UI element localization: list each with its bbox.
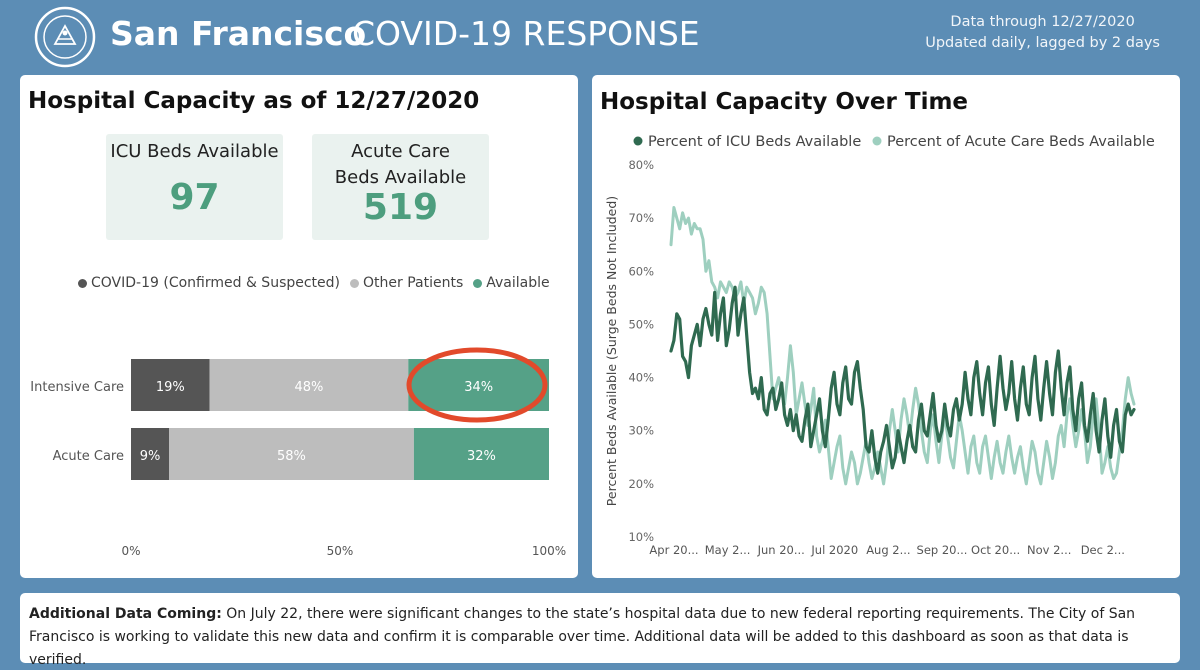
header: San Francisco COVID-19 RESPONSE Data thr… xyxy=(0,0,1200,74)
line-y-tick-label: 60% xyxy=(628,264,654,278)
legend-dot-available xyxy=(473,278,483,288)
legend-label-covid: COVID-19 (Confirmed & Suspected) xyxy=(91,275,341,291)
line-y-tick-label: 30% xyxy=(628,424,654,438)
note-heading: Additional Data Coming: xyxy=(29,606,222,622)
bar-legend: COVID-19 (Confirmed & Suspected) Other P… xyxy=(78,275,550,291)
hospital-capacity-card: Hospital Capacity as of 12/27/2020 ICU B… xyxy=(20,75,578,578)
bar-x-tick-label: 0% xyxy=(121,544,140,558)
line-x-tick-label: May 2... xyxy=(705,543,751,557)
legend-item-other[interactable]: Other Patients xyxy=(350,275,463,291)
update-note-text: Updated daily, lagged by 2 days xyxy=(925,35,1160,51)
line-legend-dot xyxy=(633,136,643,146)
capacity-over-time-card: Hospital Capacity Over Time Percent of I… xyxy=(592,75,1180,578)
data-note-card: Additional Data Coming: On July 22, ther… xyxy=(20,593,1180,668)
highlight-circle xyxy=(406,347,548,423)
line-legend-dot xyxy=(872,136,882,146)
bar-data-label: 58% xyxy=(277,449,306,464)
line-legend-label: Percent of ICU Beds Available xyxy=(648,134,861,150)
line-legend-label: Percent of Acute Care Beds Available xyxy=(887,134,1155,150)
kpi-icu-label: ICU Beds Available xyxy=(110,141,279,162)
kpi-acute-beds[interactable]: Acute Care Beds Available 519 xyxy=(312,134,489,240)
kpi-icu-value: 97 xyxy=(169,177,220,218)
kpi-acute-label: Acute Care Beds Available xyxy=(334,141,467,188)
page-title: San Francisco xyxy=(110,14,367,53)
line-y-tick-label: 40% xyxy=(628,371,654,385)
legend-label-available: Available xyxy=(486,275,550,291)
left-panel-title: Hospital Capacity as of 12/27/2020 xyxy=(28,88,480,114)
kpi-acute-value: 519 xyxy=(362,187,439,228)
icu-series-line[interactable] xyxy=(669,285,1136,475)
update-info: Data through 12/27/2020 Updated daily, l… xyxy=(925,12,1160,54)
legend-dot-other xyxy=(350,278,360,288)
line-x-tick-label: Jun 20... xyxy=(757,543,805,557)
line-x-tick-label: Apr 20... xyxy=(649,543,698,557)
bar-segment[interactable] xyxy=(413,428,549,480)
stacked-bar-chart: Intensive Care 19% 48% 34% Acute Care 9% 58% 32… xyxy=(30,347,566,558)
legend-dot-covid xyxy=(78,278,87,288)
bar-data-label: 9% xyxy=(140,449,161,464)
legend-label-other: Other Patients xyxy=(363,275,464,291)
bar-x-tick-label: 100% xyxy=(532,544,566,558)
bar-category-label: Acute Care xyxy=(53,449,124,464)
line-x-tick-label: Jul 2020 xyxy=(810,543,858,557)
legend-item-available[interactable]: Available xyxy=(473,275,550,291)
acute-series-line[interactable] xyxy=(669,206,1136,486)
bar-data-label: 48% xyxy=(295,380,324,395)
data-through-text: Data through 12/27/2020 xyxy=(950,14,1135,30)
bar-category-label: Intensive Care xyxy=(30,380,124,395)
bar-data-label: 32% xyxy=(467,449,496,464)
line-x-tick-label: Oct 20... xyxy=(971,543,1020,557)
city-seal-icon xyxy=(34,6,96,68)
bar-x-tick-label: 50% xyxy=(327,544,354,558)
bar-segment[interactable] xyxy=(169,428,414,480)
bar-data-label: 34% xyxy=(464,380,493,395)
bar-segment[interactable] xyxy=(209,359,409,411)
page-subtitle: COVID-19 RESPONSE xyxy=(352,14,700,53)
legend-item-covid[interactable]: COVID-19 (Confirmed & Suspected) xyxy=(78,275,340,291)
line-y-tick-label: 50% xyxy=(628,317,654,331)
data-note: Additional Data Coming: On July 22, ther… xyxy=(29,603,1159,670)
bar-data-label: 19% xyxy=(156,380,185,395)
line-y-tick-label: 20% xyxy=(628,477,654,491)
kpi-icu-beds[interactable]: ICU Beds Available 97 xyxy=(106,134,283,240)
line-x-tick-label: Aug 2... xyxy=(866,543,910,557)
line-y-tick-label: 70% xyxy=(628,211,654,225)
line-y-axis-label: Percent Beds Available (Surge Beds Not I… xyxy=(604,196,619,506)
right-panel-title: Hospital Capacity Over Time xyxy=(600,89,969,115)
line-y-tick-label: 10% xyxy=(628,530,654,544)
line-x-tick-label: Dec 2... xyxy=(1081,543,1125,557)
line-chart: Percent of ICU Beds Available Percent of … xyxy=(604,134,1155,557)
line-y-tick-label: 80% xyxy=(628,158,654,172)
note-body: On July 22, there were significant chang… xyxy=(29,606,1136,668)
line-x-tick-label: Nov 2... xyxy=(1027,543,1071,557)
bar-segment[interactable] xyxy=(408,359,549,411)
bar-segment[interactable] xyxy=(131,428,169,480)
bar-segment[interactable] xyxy=(131,359,210,411)
line-x-tick-label: Sep 20... xyxy=(917,543,968,557)
